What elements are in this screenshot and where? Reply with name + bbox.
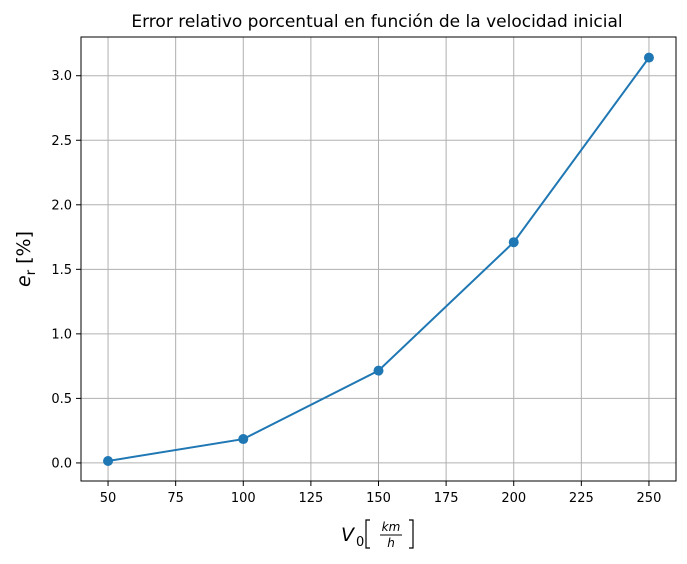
x-tick-label: 200	[501, 491, 526, 506]
y-axis-label: er [%]	[13, 231, 39, 287]
x-axis-ticks: 50 75 100 125 150 175 200 225 250	[100, 481, 662, 506]
y-axis-label-subscript: r	[24, 269, 39, 275]
x-axis-label: V 0 km h	[341, 519, 414, 550]
x-axis-label-subscript: 0	[356, 535, 364, 550]
y-tick-label: 1.5	[51, 263, 72, 278]
y-tick-label: 2.0	[51, 198, 72, 213]
x-axis-label-unit-denominator: h	[387, 536, 395, 550]
x-axis-label-right-bracket	[409, 519, 414, 549]
chart-title: Error relativo porcentual en función de …	[131, 12, 622, 32]
y-tick-label: 3.0	[51, 69, 72, 84]
x-axis-label-unit-numerator: km	[382, 520, 401, 534]
x-tick-label: 150	[366, 491, 391, 506]
x-tick-label: 50	[100, 491, 117, 506]
x-tick-label: 250	[637, 491, 662, 506]
series-layer	[103, 52, 654, 466]
y-axis-label-unit: [%]	[13, 231, 35, 264]
x-tick-label: 75	[167, 491, 184, 506]
data-point	[643, 52, 654, 63]
grid	[81, 37, 676, 481]
data-point	[373, 365, 384, 376]
data-point	[508, 237, 519, 248]
x-axis-label-left-bracket	[365, 519, 370, 549]
data-point	[103, 455, 114, 466]
y-tick-label: 0.5	[51, 392, 72, 407]
x-axis-label-symbol: V	[341, 524, 356, 546]
y-tick-label: 2.5	[51, 134, 72, 149]
x-tick-label: 125	[298, 491, 323, 506]
x-tick-label: 100	[231, 491, 256, 506]
data-point	[238, 434, 249, 445]
y-axis-label-symbol: e	[13, 275, 35, 287]
y-tick-label: 0.0	[51, 456, 72, 471]
y-axis-ticks: 0.0 0.5 1.0 1.5 2.0 2.5 3.0	[51, 69, 81, 471]
y-tick-label: 1.0	[51, 327, 72, 342]
x-tick-label: 225	[569, 491, 594, 506]
x-tick-label: 175	[434, 491, 459, 506]
